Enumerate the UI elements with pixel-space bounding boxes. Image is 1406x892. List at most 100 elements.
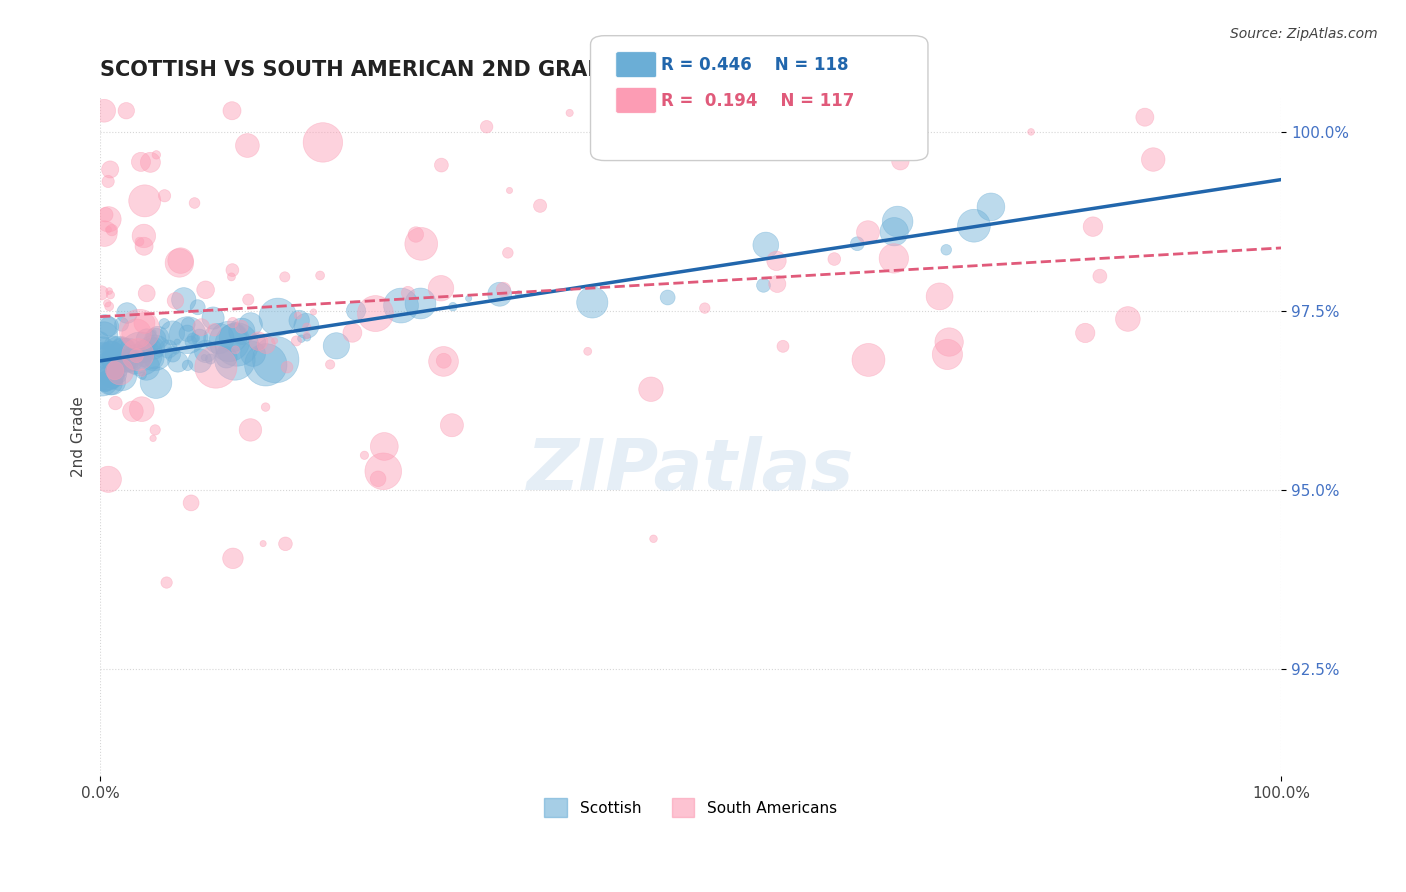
Point [125, 349, 148, 363]
Point [96, 367, 118, 381]
Point [883, 225, 905, 239]
Point [457, 292, 479, 306]
Point [132, 344, 155, 359]
Point [103, 338, 125, 352]
Point [115, 103, 138, 118]
Point [657, 291, 679, 305]
Point [373, 440, 395, 454]
Point [143, 332, 166, 346]
Point [176, 359, 198, 373]
Point [128, 323, 150, 337]
Point [104, 396, 127, 410]
Point [143, 423, 166, 437]
Point [156, 575, 179, 590]
Point [96, 363, 118, 377]
Point [148, 346, 170, 360]
Point [101, 345, 124, 359]
Point [90, 376, 112, 390]
Point [963, 219, 986, 233]
Point [755, 238, 778, 252]
Point [100, 288, 122, 302]
Point [98, 353, 121, 368]
Text: Source: ZipAtlas.com: Source: ZipAtlas.com [1230, 27, 1378, 41]
Point [221, 269, 243, 284]
Point [373, 464, 395, 478]
Point [108, 345, 131, 359]
Point [225, 337, 247, 351]
Point [97, 212, 120, 227]
Point [122, 344, 145, 359]
Legend: Scottish, South Americans: Scottish, South Americans [538, 792, 844, 823]
Point [752, 278, 775, 293]
Point [101, 223, 124, 237]
Point [263, 334, 285, 348]
Point [96, 296, 118, 310]
Point [194, 283, 217, 297]
Point [132, 229, 155, 244]
Point [115, 306, 138, 320]
Point [135, 286, 157, 301]
Point [1133, 110, 1156, 124]
Y-axis label: 2nd Grade: 2nd Grade [72, 396, 86, 476]
Point [267, 310, 290, 324]
Point [202, 323, 225, 337]
Text: SCOTTISH VS SOUTH AMERICAN 2ND GRADE CORRELATION CHART: SCOTTISH VS SOUTH AMERICAN 2ND GRADE COR… [100, 60, 876, 79]
Point [97, 174, 120, 188]
Point [430, 281, 453, 295]
Point [188, 330, 211, 344]
Point [218, 334, 240, 349]
Point [411, 236, 433, 251]
Point [295, 328, 318, 343]
Point [173, 293, 195, 307]
Point [200, 352, 222, 367]
Point [125, 326, 148, 341]
Point [157, 342, 180, 356]
Point [364, 307, 387, 321]
Point [239, 423, 262, 437]
Point [883, 252, 905, 266]
Point [1019, 125, 1042, 139]
Point [165, 293, 187, 308]
Point [389, 299, 412, 313]
Point [93, 368, 115, 383]
Point [433, 353, 456, 368]
Point [153, 317, 176, 331]
Point [409, 296, 432, 310]
Point [765, 253, 787, 268]
Point [239, 318, 262, 332]
Point [103, 352, 125, 367]
Point [225, 343, 247, 357]
Point [980, 200, 1002, 214]
Point [128, 235, 150, 249]
Point [295, 318, 318, 333]
Text: R = 0.446    N = 118: R = 0.446 N = 118 [661, 56, 848, 74]
Point [938, 334, 960, 349]
Point [153, 188, 176, 202]
Point [98, 162, 121, 177]
Point [823, 252, 845, 266]
Point [98, 359, 121, 374]
Point [122, 404, 145, 418]
Point [91, 373, 114, 387]
Point [224, 352, 246, 367]
Point [93, 319, 115, 334]
Point [302, 305, 325, 319]
Point [132, 368, 155, 383]
Point [135, 359, 157, 374]
Point [180, 334, 202, 349]
Point [134, 316, 156, 330]
Point [110, 352, 132, 367]
Point [1142, 153, 1164, 167]
Point [125, 352, 148, 367]
Point [132, 353, 155, 368]
Point [643, 532, 665, 546]
Point [935, 243, 957, 257]
Point [319, 358, 342, 372]
Point [89, 334, 111, 348]
Point [1088, 269, 1111, 284]
Point [194, 344, 217, 359]
Point [129, 347, 152, 361]
Point [1116, 312, 1139, 326]
Point [662, 103, 685, 118]
Point [180, 496, 202, 510]
